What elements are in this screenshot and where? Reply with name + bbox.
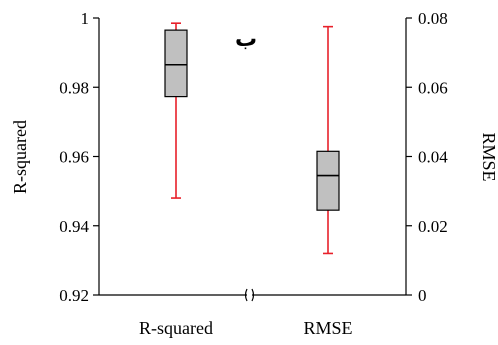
box-group-rmse (316, 25, 340, 255)
right-tick-label: 0.08 (418, 9, 448, 28)
right-axis-title: RMSE (479, 132, 498, 181)
left-tick-label: 0.92 (59, 286, 89, 305)
interquartile-box (316, 150, 340, 211)
left-tick-label: 0.98 (59, 78, 89, 97)
panel-label: ب (235, 27, 257, 52)
left-tick-label: 0.96 (59, 148, 89, 167)
axes-layer: 0.92 0.94 0.96 0.98 1 0 0.02 0.04 0.06 0.08 R-squa… (59, 9, 448, 338)
category-label: RMSE (303, 318, 352, 338)
left-axis-title: R-squared (10, 120, 30, 194)
marks-layer (164, 22, 340, 255)
left-tick-label: 0.94 (59, 217, 89, 236)
category-label: R-squared (139, 318, 213, 338)
axis-break-right-mark (251, 288, 255, 302)
right-tick-label: 0.06 (418, 78, 448, 97)
right-tick-label: 0.04 (418, 148, 448, 167)
interquartile-box (164, 29, 188, 98)
right-tick-label: 0.02 (418, 217, 448, 236)
axis-break-left-mark (244, 288, 248, 302)
box-group-r-squared (164, 22, 188, 199)
right-tick-label: 0 (418, 286, 427, 305)
left-tick-label: 1 (81, 9, 90, 28)
